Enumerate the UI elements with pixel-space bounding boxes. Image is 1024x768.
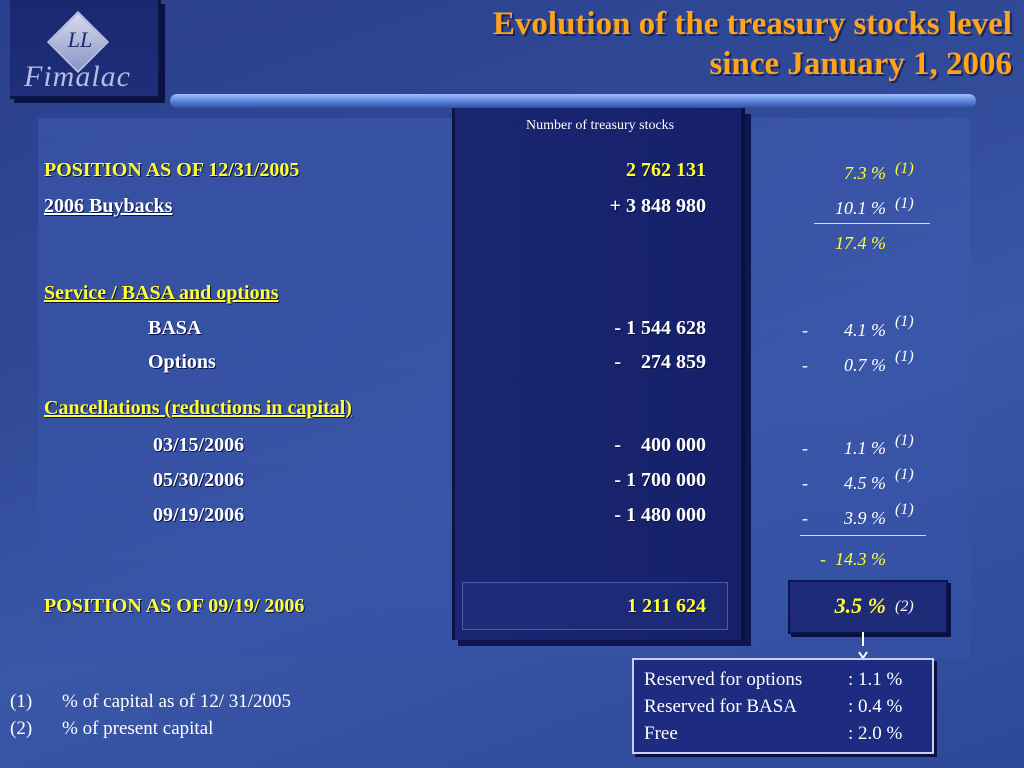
- position-2006-note: (2): [895, 598, 914, 615]
- subtotal-percent: 17.4 %: [835, 233, 886, 253]
- cancellation-3-dash: -: [802, 508, 808, 528]
- logo-monogram: LL: [67, 27, 93, 52]
- position-2006-label: POSITION AS OF 09/19/ 2006: [44, 595, 305, 617]
- cancellation-2-note: (1): [895, 466, 914, 483]
- cancellation-2-percent: 4.5 %: [844, 473, 886, 493]
- buybacks-percent: 10.1 %: [835, 198, 886, 218]
- subtotal-separator: [814, 223, 930, 224]
- cancellations-heading: Cancellations (reductions in capital): [44, 397, 352, 419]
- final-number-highlight: [462, 582, 728, 630]
- position-2005-label: POSITION AS OF 12/31/2005: [44, 159, 300, 181]
- cancellation-3-date: 09/19/2006: [153, 504, 245, 526]
- footnote-2-text: % of present capital: [62, 718, 214, 739]
- footnote-2-marker: (2): [10, 718, 33, 739]
- position-2005-note: (1): [895, 160, 914, 177]
- options-label: Options: [148, 351, 216, 373]
- total-separator: [800, 535, 926, 536]
- basa-number: - 1 544 628: [614, 317, 706, 339]
- basa-note: (1): [895, 313, 914, 330]
- service-heading: Service / BASA and options: [44, 282, 279, 304]
- breakdown-options-value: : 1.1 %: [848, 669, 903, 690]
- position-2005-number: 2 762 131: [626, 159, 706, 181]
- cancellation-1-percent: 1.1 %: [844, 438, 886, 458]
- buybacks-note: (1): [895, 195, 914, 212]
- header-divider-bar: [170, 94, 976, 108]
- title-line-2: since January 1, 2006: [709, 46, 1012, 82]
- cancellation-3-percent: 3.9 %: [844, 508, 886, 528]
- options-note: (1): [895, 348, 914, 365]
- total-reduction-percent: - 14.3 %: [820, 549, 886, 569]
- options-dash: -: [802, 355, 808, 375]
- cancellation-2-number: - 1 700 000: [614, 469, 706, 491]
- breakdown-basa-label: Reserved for BASA: [644, 696, 798, 717]
- basa-percent: 4.1 %: [844, 320, 886, 340]
- breakdown-free-label: Free: [644, 723, 678, 744]
- breakdown-basa-value: : 0.4 %: [848, 696, 903, 717]
- column-header: Number of treasury stocks: [526, 118, 675, 133]
- cancellation-3-number: - 1 480 000: [614, 504, 706, 526]
- options-number: - 274 859: [614, 351, 706, 373]
- cancellation-2-date: 05/30/2006: [153, 469, 245, 491]
- footnote-1-marker: (1): [10, 691, 33, 712]
- logo-text: Fimalac: [24, 60, 131, 93]
- cancellation-1-dash: -: [802, 438, 808, 458]
- cancellation-3-note: (1): [895, 501, 914, 518]
- breakdown-options-label: Reserved for options: [644, 669, 803, 690]
- numbers-column: [452, 108, 745, 640]
- footnote-1-text: % of capital as of 12/ 31/2005: [62, 691, 292, 712]
- buybacks-number: + 3 848 980: [609, 195, 706, 217]
- capital-breakdown-box: Reserved for options : 1.1 % Reserved fo…: [632, 658, 934, 754]
- basa-label: BASA: [148, 317, 202, 339]
- position-2006-percent: 3.5 %: [834, 593, 886, 618]
- title-line-1: Evolution of the treasury stocks level: [492, 6, 1012, 42]
- page-title: Evolution of the treasury stocks level s…: [493, 4, 1012, 84]
- options-percent: 0.7 %: [844, 355, 886, 375]
- cancellation-1-number: - 400 000: [614, 434, 706, 456]
- final-percent-highlight: [788, 580, 948, 634]
- position-2006-number: 1 211 624: [627, 595, 706, 617]
- buybacks-label: 2006 Buybacks: [44, 195, 173, 217]
- breakdown-free-value: : 2.0 %: [848, 723, 903, 744]
- cancellation-1-note: (1): [895, 432, 914, 449]
- cancellation-1-date: 03/15/2006: [153, 434, 245, 456]
- basa-dash: -: [802, 320, 808, 340]
- cancellation-2-dash: -: [802, 473, 808, 493]
- position-2005-percent: 7.3 %: [844, 163, 886, 183]
